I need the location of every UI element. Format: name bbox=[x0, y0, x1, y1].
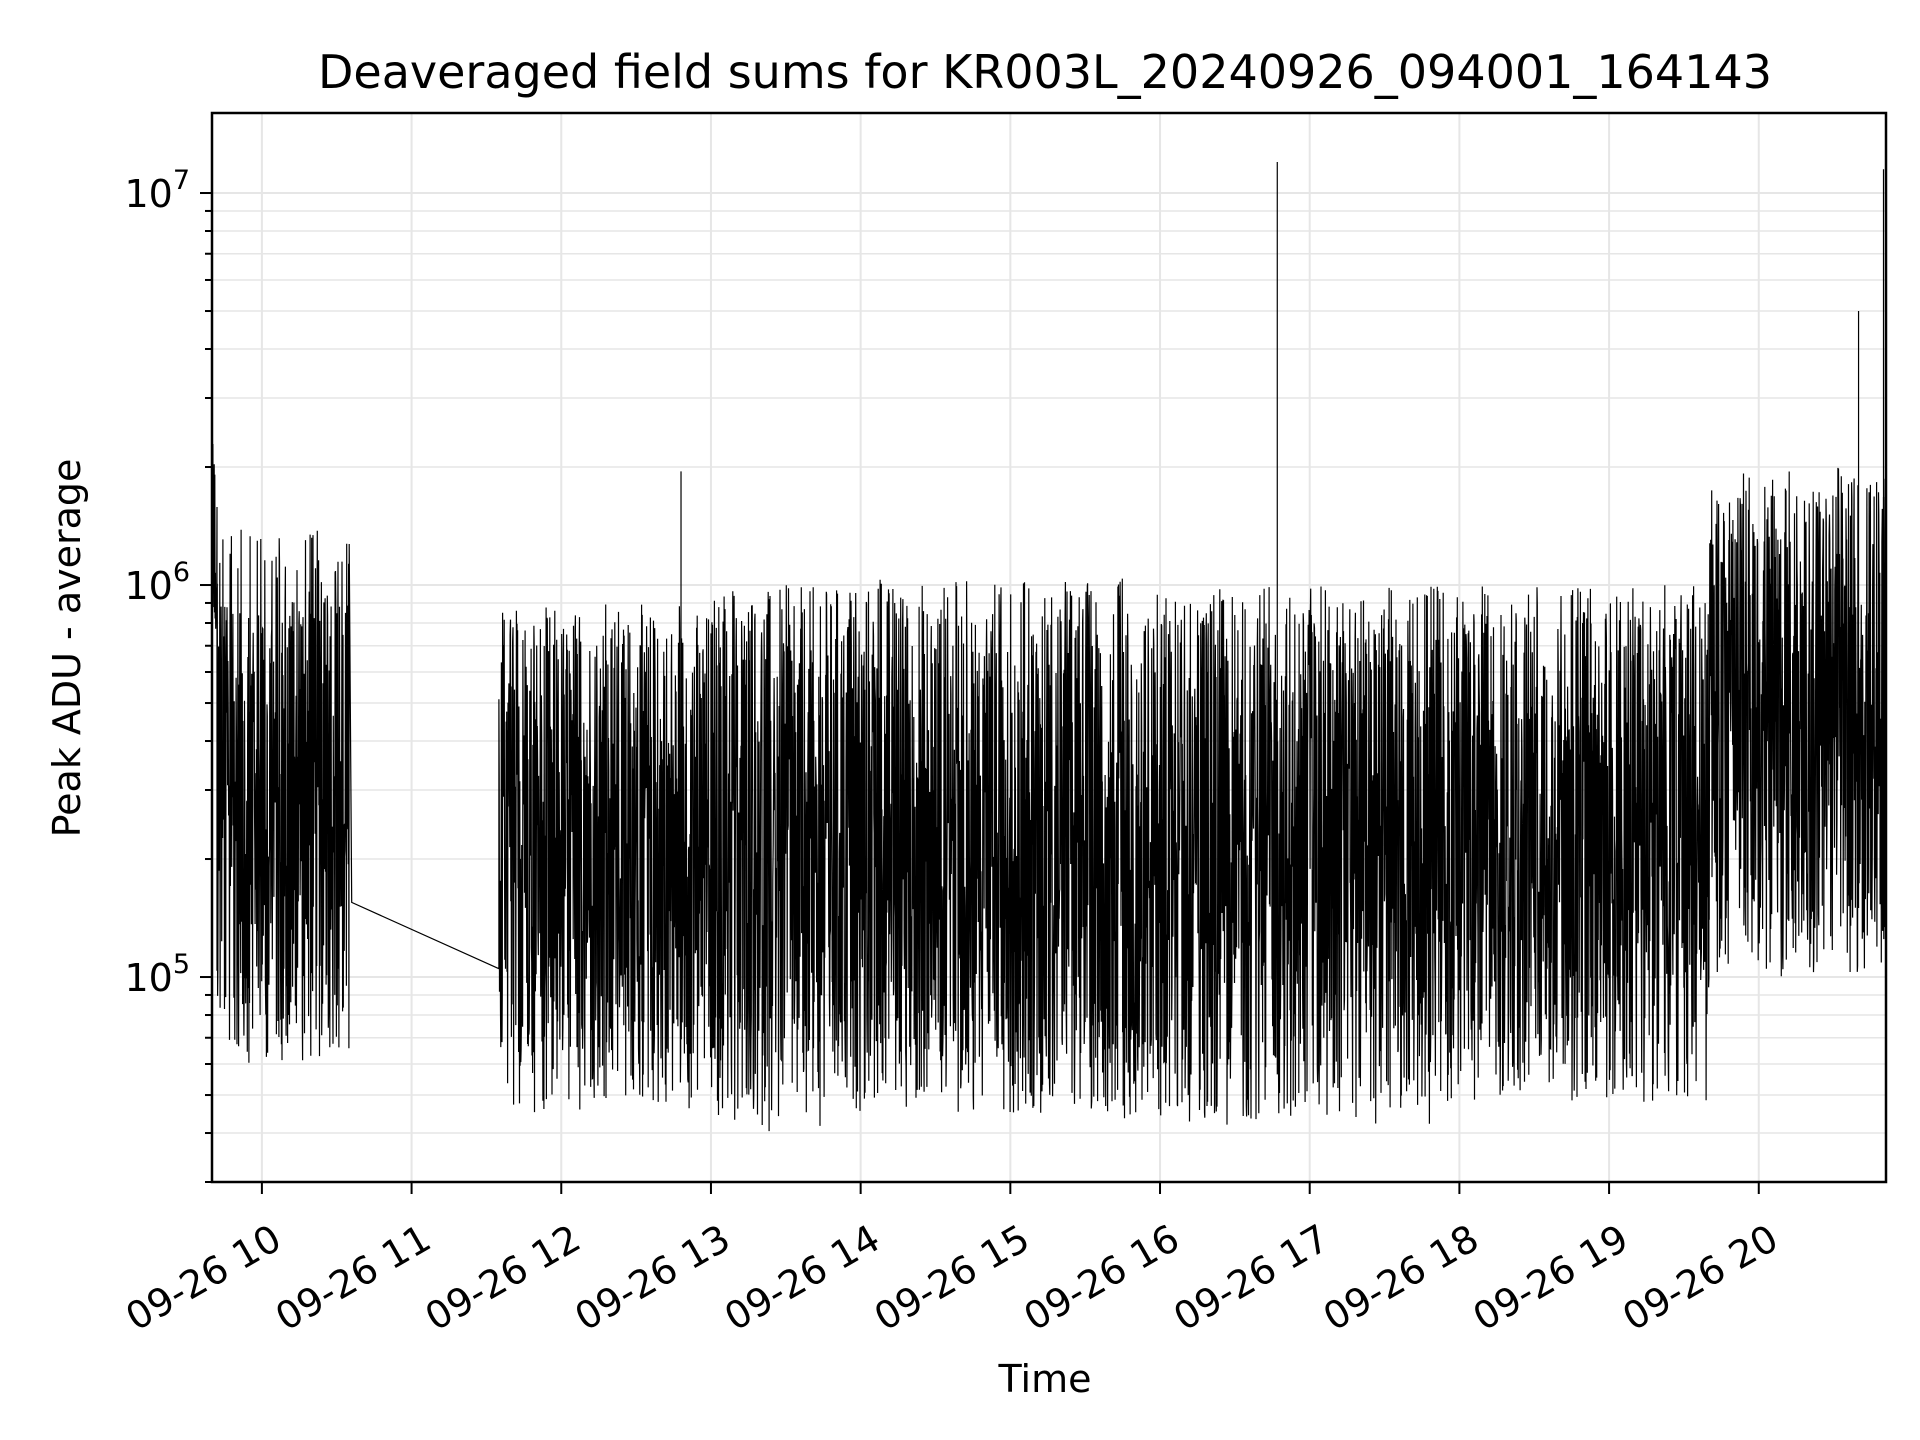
y-tick-label-2: 107 bbox=[124, 165, 190, 216]
y-axis-label: Peak ADU - average bbox=[45, 459, 89, 838]
series-line bbox=[211, 161, 1887, 1132]
y-tick-label-0: 105 bbox=[124, 949, 190, 1000]
y-axis-ticks: 105 106 107 bbox=[124, 165, 212, 1183]
chart-title: Deaveraged field sums for KR003L_2024092… bbox=[318, 45, 1772, 99]
x-axis-label: Time bbox=[998, 1357, 1092, 1401]
plot-frame bbox=[210, 111, 1888, 1184]
y-tick-label-1: 106 bbox=[124, 557, 190, 608]
series-trace bbox=[211, 443, 1887, 1132]
